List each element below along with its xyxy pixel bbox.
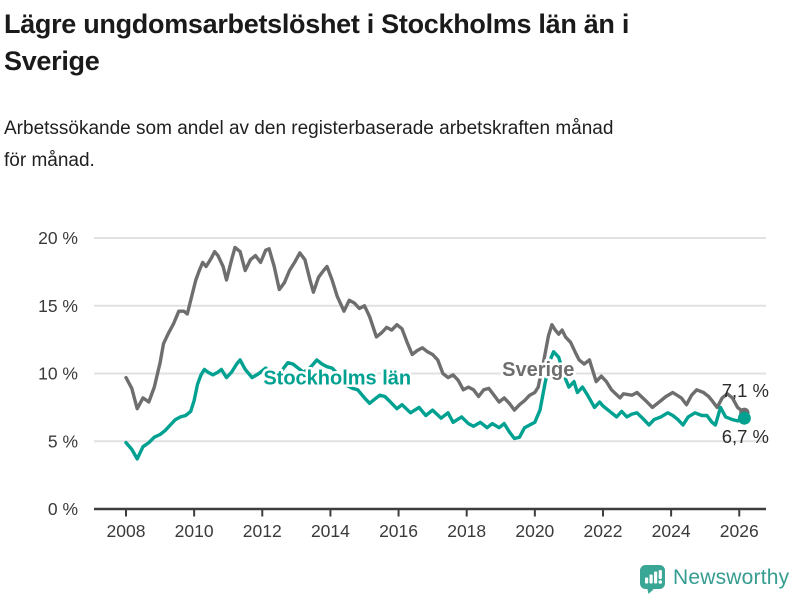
end-value-label-sverige: 7,1 % <box>722 380 769 401</box>
y-tick-label: 20 % <box>38 228 78 248</box>
y-tick-label: 10 % <box>38 364 78 384</box>
y-tick-label: 15 % <box>38 296 78 316</box>
y-tick-label: 0 % <box>48 499 78 519</box>
page-title: Lägre ungdomsarbetslöshet i Stockholms l… <box>4 9 630 76</box>
x-tick-label: 2012 <box>243 521 282 541</box>
series-label-stockholms-lan: Stockholms län <box>263 367 411 389</box>
newsworthy-logo-icon <box>640 564 665 594</box>
series-line-stockholms-lan <box>124 350 747 461</box>
brand-footer: Newsworthy <box>639 562 789 594</box>
series-line-sverige <box>124 245 747 415</box>
x-tick-label: 2022 <box>584 521 623 541</box>
end-value-label-stockholms-lan: 6,7 % <box>722 426 769 447</box>
x-tick-label: 2026 <box>720 521 759 541</box>
x-tick-label: 2024 <box>652 521 691 541</box>
chart-subtitle: Arbetssökande som andel av den registerb… <box>4 118 614 171</box>
x-tick-label: 2014 <box>311 521 350 541</box>
series-label-sverige: Sverige <box>502 359 574 381</box>
x-tick-label: 2020 <box>515 521 554 541</box>
x-tick-label: 2016 <box>379 521 418 541</box>
x-tick-label: 2018 <box>447 521 486 541</box>
end-dot-stockholms-lan <box>737 411 751 425</box>
x-tick-label: 2010 <box>175 521 214 541</box>
brand-name: Newsworthy <box>673 566 790 589</box>
y-tick-label: 5 % <box>48 431 78 451</box>
x-tick-label: 2008 <box>107 521 146 541</box>
